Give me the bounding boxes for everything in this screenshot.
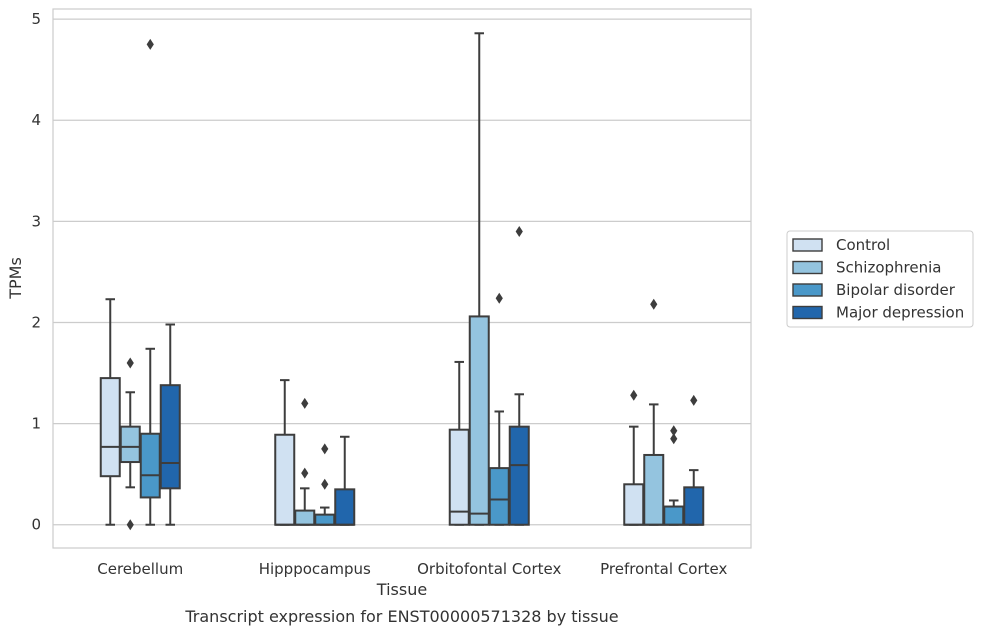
outlier-point bbox=[146, 38, 154, 50]
box-plots bbox=[99, 32, 705, 531]
box bbox=[119, 425, 141, 464]
x-axis-label: Tissue bbox=[376, 580, 427, 599]
outlier-point bbox=[301, 397, 309, 409]
box bbox=[139, 432, 161, 499]
y-tick-label: 0 bbox=[31, 516, 41, 534]
legend-frame bbox=[786, 230, 974, 328]
outlier-point bbox=[630, 389, 638, 401]
box bbox=[294, 509, 316, 526]
outlier-point bbox=[670, 425, 678, 437]
box bbox=[468, 315, 490, 526]
legend-swatch bbox=[792, 238, 823, 252]
box bbox=[508, 425, 530, 526]
y-tick-label: 2 bbox=[31, 313, 41, 331]
legend-label: Major depression bbox=[836, 304, 964, 322]
legend-label: Bipolar disorder bbox=[836, 281, 956, 299]
plot-frame bbox=[52, 8, 752, 549]
box bbox=[683, 486, 705, 526]
box bbox=[159, 384, 181, 490]
y-tick-label: 4 bbox=[31, 111, 41, 129]
legend-label: Schizophrenia bbox=[836, 259, 941, 277]
box bbox=[448, 428, 470, 526]
outlier-point bbox=[126, 357, 134, 369]
box bbox=[488, 467, 510, 526]
outlier-point bbox=[495, 292, 503, 304]
outlier-point bbox=[126, 519, 134, 531]
y-tick-label: 3 bbox=[31, 212, 41, 230]
box bbox=[99, 377, 121, 478]
x-tick-label: Prefrontal Cortex bbox=[600, 560, 727, 578]
y-axis-label: TPMs bbox=[6, 257, 25, 300]
legend-swatch bbox=[792, 283, 823, 297]
outlier-point bbox=[690, 394, 698, 406]
outlier-point bbox=[515, 225, 523, 237]
outlier-point bbox=[321, 478, 329, 490]
box bbox=[314, 513, 336, 526]
outlier-point bbox=[650, 298, 658, 310]
y-tick-label: 5 bbox=[31, 10, 41, 28]
legend: Control Schizophrenia Bipolar disorder Majo… bbox=[786, 230, 974, 328]
x-tick-label: Orbitofontal Cortex bbox=[417, 560, 561, 578]
y-tick-label: 1 bbox=[31, 415, 41, 433]
box bbox=[663, 505, 685, 526]
legend-label: Control bbox=[836, 236, 890, 254]
outlier-point bbox=[321, 443, 329, 455]
box bbox=[274, 433, 296, 526]
y-tick-labels: 0 1 2 3 4 5 bbox=[31, 10, 41, 534]
x-tick-label: Hipppocampus bbox=[259, 560, 371, 578]
x-tick-label: Cerebellum bbox=[97, 560, 183, 578]
legend-swatch bbox=[792, 305, 823, 320]
x-tick-labels: Cerebellum Hipppocampus Orbitofontal Corte… bbox=[97, 560, 727, 578]
box bbox=[623, 483, 645, 526]
legend-swatch bbox=[792, 260, 823, 275]
chart-caption: Transcript expression for ENST0000057132… bbox=[184, 607, 618, 626]
box bbox=[643, 453, 665, 526]
outlier-point bbox=[301, 467, 309, 479]
box bbox=[334, 488, 356, 526]
outlier-point bbox=[670, 433, 678, 445]
